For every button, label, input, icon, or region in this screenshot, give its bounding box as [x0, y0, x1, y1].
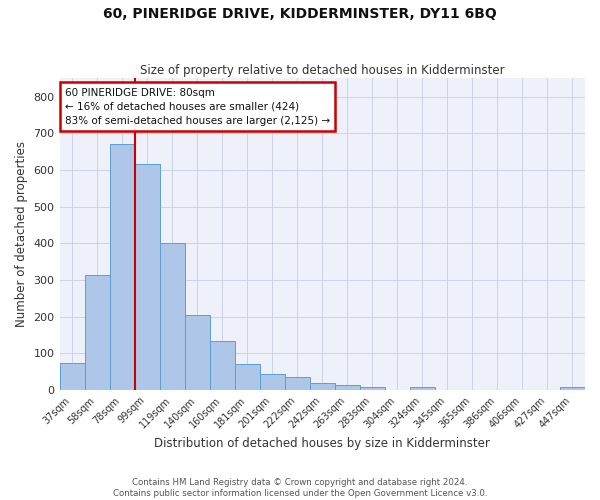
- Bar: [134, 164, 160, 390]
- Title: Size of property relative to detached houses in Kidderminster: Size of property relative to detached ho…: [140, 64, 505, 77]
- Bar: [335, 384, 360, 390]
- Text: 60, PINERIDGE DRIVE, KIDDERMINSTER, DY11 6BQ: 60, PINERIDGE DRIVE, KIDDERMINSTER, DY11…: [103, 8, 497, 22]
- Bar: [110, 144, 134, 390]
- Bar: [209, 340, 235, 390]
- Bar: [160, 244, 185, 390]
- Text: 60 PINERIDGE DRIVE: 80sqm
← 16% of detached houses are smaller (424)
83% of semi: 60 PINERIDGE DRIVE: 80sqm ← 16% of detac…: [65, 88, 330, 126]
- Bar: [285, 378, 310, 390]
- Y-axis label: Number of detached properties: Number of detached properties: [15, 141, 28, 327]
- Bar: [235, 364, 260, 390]
- Bar: [85, 274, 110, 390]
- Bar: [185, 315, 209, 390]
- Bar: [59, 362, 85, 390]
- Bar: [260, 374, 285, 390]
- X-axis label: Distribution of detached houses by size in Kidderminster: Distribution of detached houses by size …: [154, 437, 490, 450]
- Bar: [560, 388, 585, 390]
- Bar: [310, 383, 335, 390]
- Bar: [410, 388, 435, 390]
- Text: Contains HM Land Registry data © Crown copyright and database right 2024.
Contai: Contains HM Land Registry data © Crown c…: [113, 478, 487, 498]
- Bar: [360, 386, 385, 390]
